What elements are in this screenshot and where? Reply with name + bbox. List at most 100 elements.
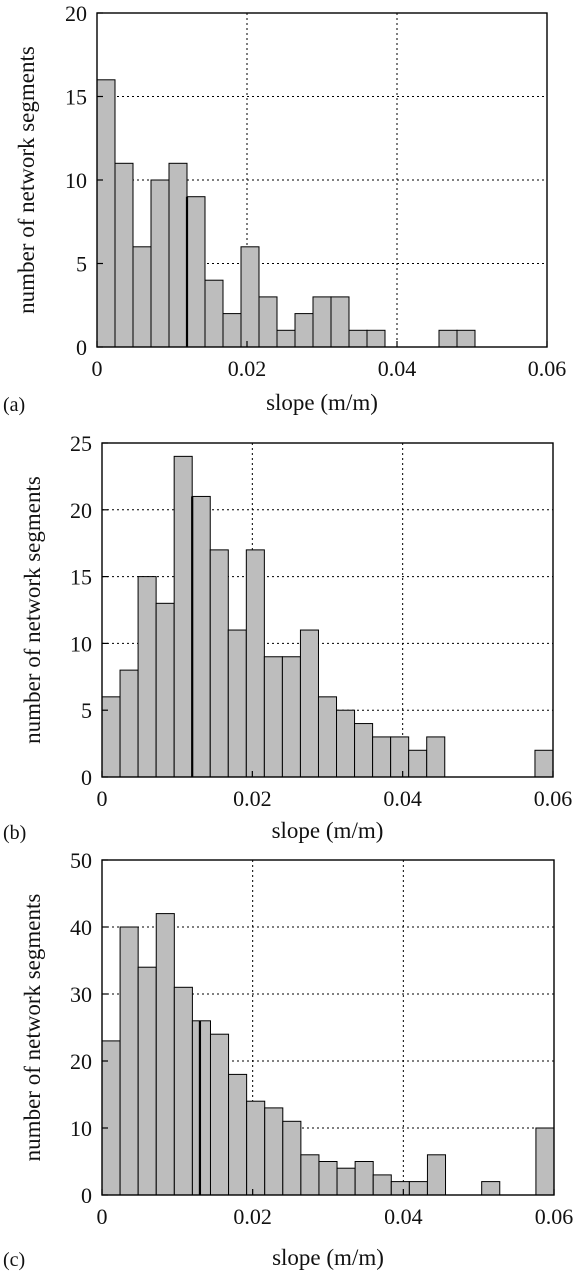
histogram-bar	[173, 455, 193, 778]
histogram-bar	[155, 602, 175, 778]
y-tick-label: 20	[70, 498, 92, 523]
histogram-bar	[191, 495, 211, 778]
y-tick-label: 15	[70, 565, 92, 590]
histogram-bar	[209, 549, 229, 778]
histogram-panel-a: 0 0.02 0.04 0.06 0 5 10 15 20 slope (m/m) number o…	[3, 1, 566, 416]
histogram-bar	[282, 1120, 302, 1196]
histogram-bar	[96, 79, 116, 348]
histogram-bar	[204, 279, 224, 348]
panel-label: (c)	[3, 1249, 25, 1271]
histogram-bar	[137, 576, 157, 778]
histogram-bar	[294, 313, 314, 348]
histogram-bar	[150, 179, 170, 348]
histogram-bar	[426, 736, 446, 778]
y-axis-label: number of network segments	[20, 476, 45, 744]
histogram-bar	[336, 709, 356, 778]
histogram-bar	[227, 629, 247, 778]
x-axis-label: slope (m/m)	[272, 1245, 384, 1270]
histogram-bar	[132, 246, 152, 348]
histogram-bar	[408, 749, 428, 778]
x-axis-label: slope (m/m)	[266, 390, 378, 415]
x-tick-label: 0.04	[383, 786, 422, 811]
x-tick-label: 0.06	[528, 356, 567, 381]
x-tick-label: 0.06	[535, 1204, 574, 1229]
x-tick-label: 0.02	[233, 786, 272, 811]
histogram-bar	[263, 656, 283, 778]
y-tick-label: 20	[70, 1049, 92, 1074]
panel-label: (b)	[3, 822, 26, 844]
histogram-bar	[137, 966, 157, 1196]
y-tick-label: 10	[70, 1116, 92, 1141]
histogram-bar	[246, 1100, 266, 1196]
y-tick-label: 10	[70, 631, 92, 656]
histogram-bar	[228, 1073, 248, 1196]
x-tick-label: 0.02	[228, 356, 267, 381]
histogram-bar	[209, 1033, 230, 1196]
histogram-bar	[119, 669, 139, 778]
histogram-bar	[348, 329, 368, 348]
histogram-panel-b: 0 0.02 0.04 0.06 0 5 10 15 20 25 slope (m/m) number…	[3, 431, 572, 844]
histogram-bar	[300, 1154, 320, 1196]
histogram-bar	[330, 296, 350, 348]
histogram-bar	[366, 329, 386, 348]
x-tick-label: 0	[97, 1204, 108, 1229]
y-tick-label: 30	[70, 982, 92, 1007]
histogram-bar	[101, 696, 121, 778]
histogram-bar	[354, 723, 374, 778]
histogram-bar	[245, 549, 265, 778]
y-tick-label: 25	[70, 431, 92, 456]
y-tick-label: 20	[65, 1, 87, 26]
histogram-bar	[312, 296, 332, 348]
histogram-bar	[390, 736, 410, 778]
y-tick-label: 50	[70, 848, 92, 873]
x-axis-label: slope (m/m)	[272, 818, 384, 843]
histogram-bar	[114, 162, 134, 348]
histogram-bar	[222, 313, 242, 348]
histogram-bar	[372, 1174, 392, 1196]
plot-frame	[101, 859, 555, 1196]
histogram-bar	[173, 986, 193, 1196]
histogram-bar	[534, 749, 554, 778]
histogram-bar	[276, 329, 296, 348]
histogram-bar	[372, 736, 392, 778]
histogram-bar	[155, 913, 175, 1196]
histogram-bar	[438, 329, 458, 348]
histogram-bar	[390, 1181, 410, 1196]
histogram-bar	[299, 629, 319, 778]
histogram-bar	[318, 1161, 338, 1196]
histogram-bar	[408, 1181, 428, 1196]
panel-label: (a)	[3, 394, 25, 416]
x-tick-label: 0.06	[534, 786, 573, 811]
histogram-bar	[317, 696, 338, 778]
histogram-bar	[535, 1127, 555, 1196]
histogram-bar	[101, 1040, 121, 1196]
histogram-bar	[168, 162, 188, 348]
x-tick-label: 0.02	[233, 1204, 272, 1229]
y-axis-label: number of network segments	[14, 46, 39, 314]
histogram-bar	[481, 1181, 501, 1196]
y-tick-label: 5	[81, 698, 92, 723]
plot-frame	[101, 442, 554, 778]
histogram-bar	[264, 1107, 284, 1196]
histogram-bar	[258, 296, 278, 348]
histogram-bar	[456, 329, 476, 348]
histogram-bar	[426, 1154, 447, 1196]
y-tick-label: 0	[76, 335, 87, 360]
histogram-panel-c: 0 0.02 0.04 0.06 0 10 20 30 40 50 slope (m/m) numbe…	[3, 848, 573, 1271]
x-tick-label: 0	[97, 786, 108, 811]
y-tick-label: 5	[76, 252, 87, 277]
histogram-bar	[240, 246, 260, 348]
y-tick-label: 0	[81, 765, 92, 790]
x-tick-label: 0.04	[378, 356, 417, 381]
histogram-bar	[191, 1020, 211, 1196]
y-tick-label: 0	[81, 1183, 92, 1208]
y-tick-label: 15	[65, 85, 87, 110]
y-axis-label: number of network segments	[20, 894, 45, 1162]
histogram-bar	[119, 926, 139, 1196]
histogram-bar	[281, 656, 301, 778]
x-tick-label: 0	[92, 356, 103, 381]
y-tick-label: 10	[65, 168, 87, 193]
histogram-bar	[336, 1167, 356, 1196]
histogram-bar	[354, 1161, 374, 1196]
